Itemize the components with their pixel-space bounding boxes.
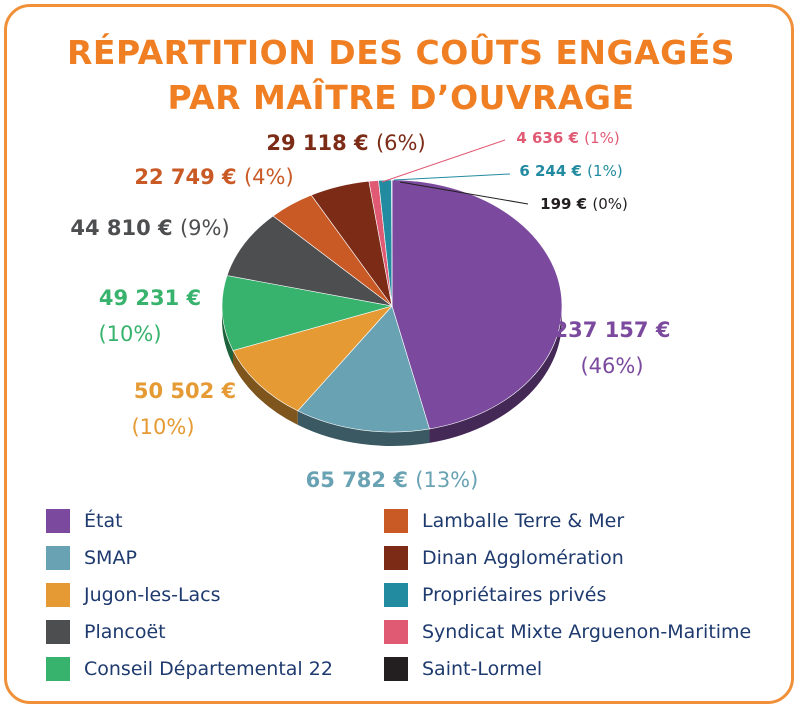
- chart-title: RÉPARTITION DES COÛTS ENGAGÉS: [66, 33, 736, 72]
- legend-swatch: [46, 546, 70, 570]
- legend-label: SMAP: [84, 547, 137, 569]
- data-label-percent: (4%): [244, 165, 294, 189]
- data-label: 65 782 € (13%): [306, 468, 479, 492]
- legend-item: État: [46, 506, 123, 536]
- legend-label: Syndicat Mixte Arguenon-Maritime: [422, 621, 752, 643]
- legend-label: Plancoët: [84, 621, 166, 643]
- legend-label: Jugon-les-Lacs: [84, 584, 221, 606]
- data-label-percent: (9%): [180, 216, 230, 240]
- data-label: 199 € (0%): [540, 195, 628, 213]
- pie-slice-jugon-les-lacs: [232, 305, 393, 412]
- legend-label: Saint-Lormel: [422, 658, 543, 680]
- legend-swatch: [384, 620, 408, 644]
- legend-item: Conseil Départemental 22: [46, 654, 333, 684]
- data-label-value: 237 157 €: [554, 318, 671, 342]
- legend-label: Conseil Départemental 22: [84, 658, 333, 680]
- data-label: 4 636 € (1%): [516, 129, 619, 147]
- data-label-value: 65 782 €: [306, 468, 416, 492]
- legend-swatch: [384, 509, 408, 533]
- pie-slice-smap: [297, 305, 430, 433]
- legend-swatch: [384, 657, 408, 681]
- data-label: 29 118 € (6%): [266, 131, 425, 155]
- pie-slice-conseil-d-partemental-22: [221, 275, 393, 351]
- legend-swatch: [384, 546, 408, 570]
- data-label-percent: (10%): [131, 415, 194, 439]
- leader-line: [393, 173, 511, 181]
- pie-side-walls: [222, 306, 562, 447]
- legend-swatch: [46, 657, 70, 681]
- pie-side--tat: [429, 306, 562, 443]
- legend-item: Saint-Lormel: [384, 654, 542, 684]
- pie-slice--tat: [391, 179, 563, 430]
- pie-side-jugon-les-lacs: [232, 350, 298, 425]
- data-label-value: 22 749 €: [134, 165, 244, 189]
- data-label-value: 44 810 €: [70, 216, 180, 240]
- data-label-percent: (0%): [592, 195, 628, 213]
- legend-item: Lamballe Terre & Mer: [384, 506, 624, 536]
- data-label-percent: (10%): [98, 322, 161, 346]
- data-label-value: 4 636 €: [516, 129, 584, 147]
- data-label-value: 6 244 €: [519, 162, 587, 180]
- data-label-percent: (1%): [584, 129, 620, 147]
- legend-swatch: [384, 583, 408, 607]
- leader-line: [381, 139, 506, 183]
- data-label: 44 810 € (9%): [70, 216, 229, 240]
- data-label-percent: (1%): [587, 162, 623, 180]
- data-label-value: 50 502 €: [134, 379, 236, 403]
- chart-subtitle: PAR MAÎTRE D’OUVRAGE: [167, 78, 635, 117]
- legend-item: Dinan Agglomération: [384, 543, 624, 573]
- legend-swatch: [46, 583, 70, 607]
- data-label-percent: (6%): [376, 131, 426, 155]
- legend-label: État: [84, 510, 123, 532]
- pie-side-smap: [297, 410, 430, 447]
- legend-item: Propriétaires privés: [384, 580, 606, 610]
- legend-item: Plancoët: [46, 617, 166, 647]
- legend-item: Jugon-les-Lacs: [46, 580, 221, 610]
- legend-swatch: [46, 509, 70, 533]
- legend-swatch: [46, 620, 70, 644]
- legend-label: Dinan Agglomération: [422, 547, 624, 569]
- leader-line: [399, 181, 529, 205]
- data-label: 22 749 € (4%): [134, 165, 293, 189]
- data-label: 6 244 € (1%): [519, 162, 622, 180]
- legend-item: Syndicat Mixte Arguenon-Maritime: [384, 617, 751, 647]
- legend-label: Propriétaires privés: [422, 584, 607, 606]
- data-label-value: 49 231 €: [99, 286, 201, 310]
- legend-label: Lamballe Terre & Mer: [422, 510, 625, 532]
- data-label-value: 199 €: [540, 195, 592, 213]
- data-label-percent: (13%): [415, 468, 478, 492]
- data-label-value: 29 118 €: [266, 131, 376, 155]
- data-label-percent: (46%): [580, 354, 643, 378]
- pie-slice-planco-t: [226, 215, 393, 307]
- pie-side-conseil-d-partemental-22: [222, 306, 233, 365]
- legend-item: SMAP: [46, 543, 137, 573]
